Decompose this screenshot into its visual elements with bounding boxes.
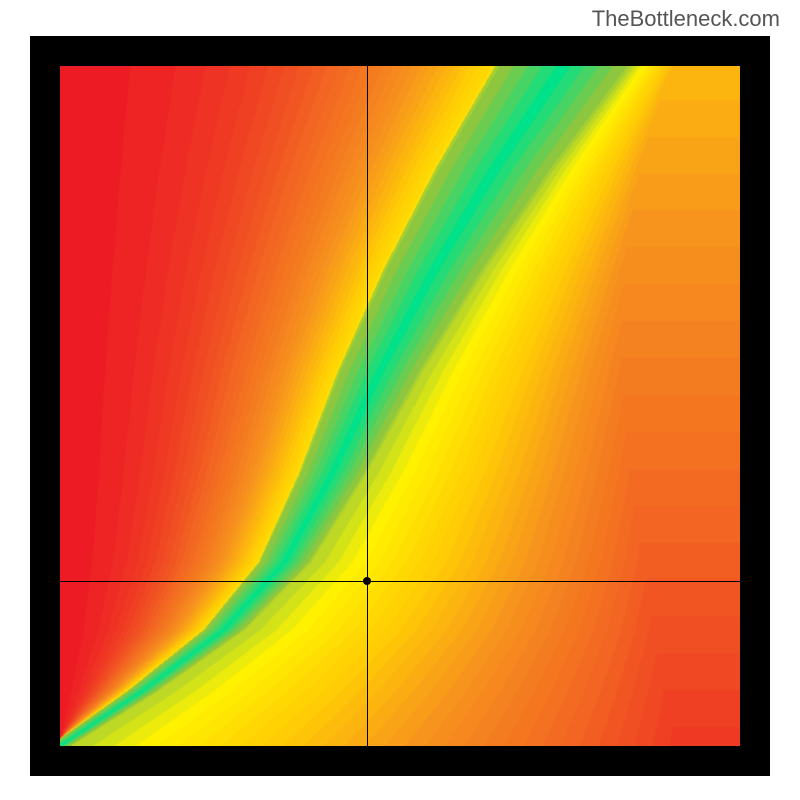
chart-frame <box>30 36 770 776</box>
plot-area[interactable] <box>60 66 740 746</box>
marker-dot[interactable] <box>363 577 371 585</box>
chart-container: TheBottleneck.com <box>0 0 800 800</box>
heatmap-canvas <box>60 66 740 746</box>
crosshair-vertical <box>367 66 368 746</box>
attribution-text: TheBottleneck.com <box>592 6 780 32</box>
crosshair-horizontal <box>60 581 740 582</box>
